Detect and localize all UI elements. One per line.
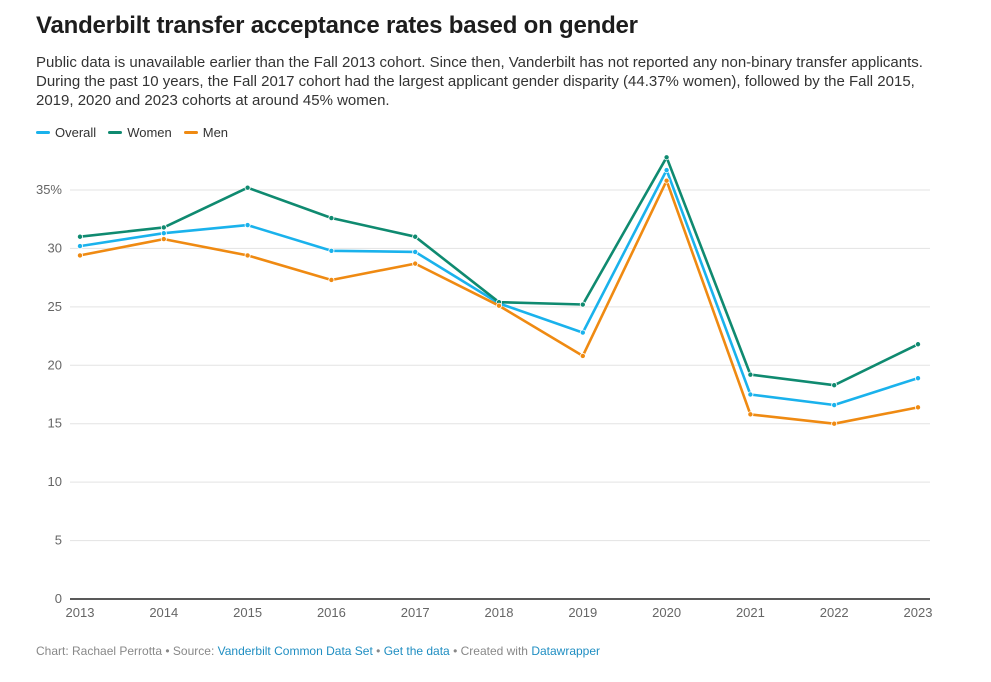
y-tick-label-10: 10 [48, 474, 62, 489]
x-axis-ticks: 2013 2014 2015 2016 2017 2018 2019 2020 2021 2022… [66, 605, 933, 620]
point-women-2015 [244, 184, 251, 191]
footer-separator: • [372, 644, 384, 658]
x-tick-label-2017: 2017 [401, 605, 430, 620]
y-tick-label-30: 30 [48, 240, 62, 255]
point-overall-2020 [663, 167, 670, 174]
legend-label-overall: Overall [55, 125, 97, 140]
point-overall-2013 [77, 243, 84, 250]
series-lines [77, 154, 922, 427]
point-women-2017 [412, 233, 419, 240]
x-tick-label-2015: 2015 [233, 605, 262, 620]
legend-label-men: Men [202, 125, 229, 140]
x-tick-label-2023: 2023 [904, 605, 933, 620]
footer-credit: Chart: Rachael Perrotta • Source: [36, 644, 218, 658]
point-men-2020 [663, 177, 670, 184]
chart-footer: Chart: Rachael Perrotta • Source: Vander… [36, 644, 600, 658]
x-tick-label-2022: 2022 [820, 605, 849, 620]
series-line-women [78, 156, 920, 387]
point-men-2017 [412, 260, 419, 267]
series-line-overall [78, 168, 920, 407]
point-men-2014 [160, 236, 167, 243]
y-tick-label-25: 25 [48, 299, 62, 314]
point-women-2023 [915, 341, 922, 348]
chart-title: Vanderbilt transfer acceptance rates bas… [36, 12, 638, 39]
x-tick-label-2021: 2021 [736, 605, 765, 620]
point-overall-2015 [244, 222, 251, 229]
legend: Overall Women Men [36, 125, 228, 140]
x-tick-label-2020: 2020 [652, 605, 681, 620]
x-tick-label-2016: 2016 [317, 605, 346, 620]
point-overall-2019 [579, 329, 586, 336]
x-tick-label-2013: 2013 [66, 605, 95, 620]
legend-swatch-men [183, 131, 198, 134]
point-women-2014 [160, 224, 167, 231]
y-tick-label-5: 5 [55, 533, 62, 548]
point-men-2018 [495, 302, 502, 309]
y-axis-ticks: 0 5 10 15 20 25 30 35% [36, 182, 62, 606]
point-overall-2014 [160, 230, 167, 237]
point-women-2020 [663, 154, 670, 161]
point-men-2023 [915, 404, 922, 411]
x-tick-label-2019: 2019 [568, 605, 597, 620]
y-tick-label-35: 35% [36, 182, 62, 197]
y-tick-label-15: 15 [48, 416, 62, 431]
point-overall-2017 [412, 248, 419, 255]
point-men-2016 [328, 276, 335, 283]
footer-source-link[interactable]: Vanderbilt Common Data Set [217, 644, 373, 658]
legend-item-overall: Overall [36, 125, 96, 140]
line-chart: 0 5 10 15 20 25 30 35% 2013 2014 2015 2016 2017 2018… [36, 154, 933, 620]
point-overall-2022 [831, 402, 838, 409]
y-tick-label-0: 0 [55, 591, 62, 606]
point-overall-2021 [747, 391, 754, 398]
legend-swatch-women [108, 131, 123, 134]
point-overall-2016 [328, 247, 335, 254]
chart-subtitle: Public data is unavailable earlier than … [36, 54, 923, 109]
footer-created-with: • Created with [449, 644, 532, 658]
point-women-2013 [77, 233, 84, 240]
legend-label-women: Women [127, 125, 172, 140]
point-men-2013 [77, 252, 84, 259]
gridlines [70, 189, 930, 600]
point-women-2022 [831, 382, 838, 389]
point-overall-2023 [915, 375, 922, 382]
point-women-2016 [328, 215, 335, 222]
point-men-2021 [747, 411, 754, 418]
x-tick-label-2014: 2014 [149, 605, 178, 620]
point-women-2021 [747, 371, 754, 378]
footer-get-data-link[interactable]: Get the data [383, 644, 450, 658]
x-tick-label-2018: 2018 [485, 605, 514, 620]
y-tick-label-20: 20 [48, 357, 62, 372]
point-women-2019 [579, 301, 586, 308]
legend-item-women: Women [108, 125, 172, 140]
footer-datawrapper-link[interactable]: Datawrapper [531, 644, 601, 658]
point-men-2022 [831, 420, 838, 427]
legend-swatch-overall [36, 131, 50, 134]
legend-item-men: Men [183, 125, 229, 140]
point-men-2019 [579, 352, 586, 359]
point-men-2015 [244, 252, 251, 259]
